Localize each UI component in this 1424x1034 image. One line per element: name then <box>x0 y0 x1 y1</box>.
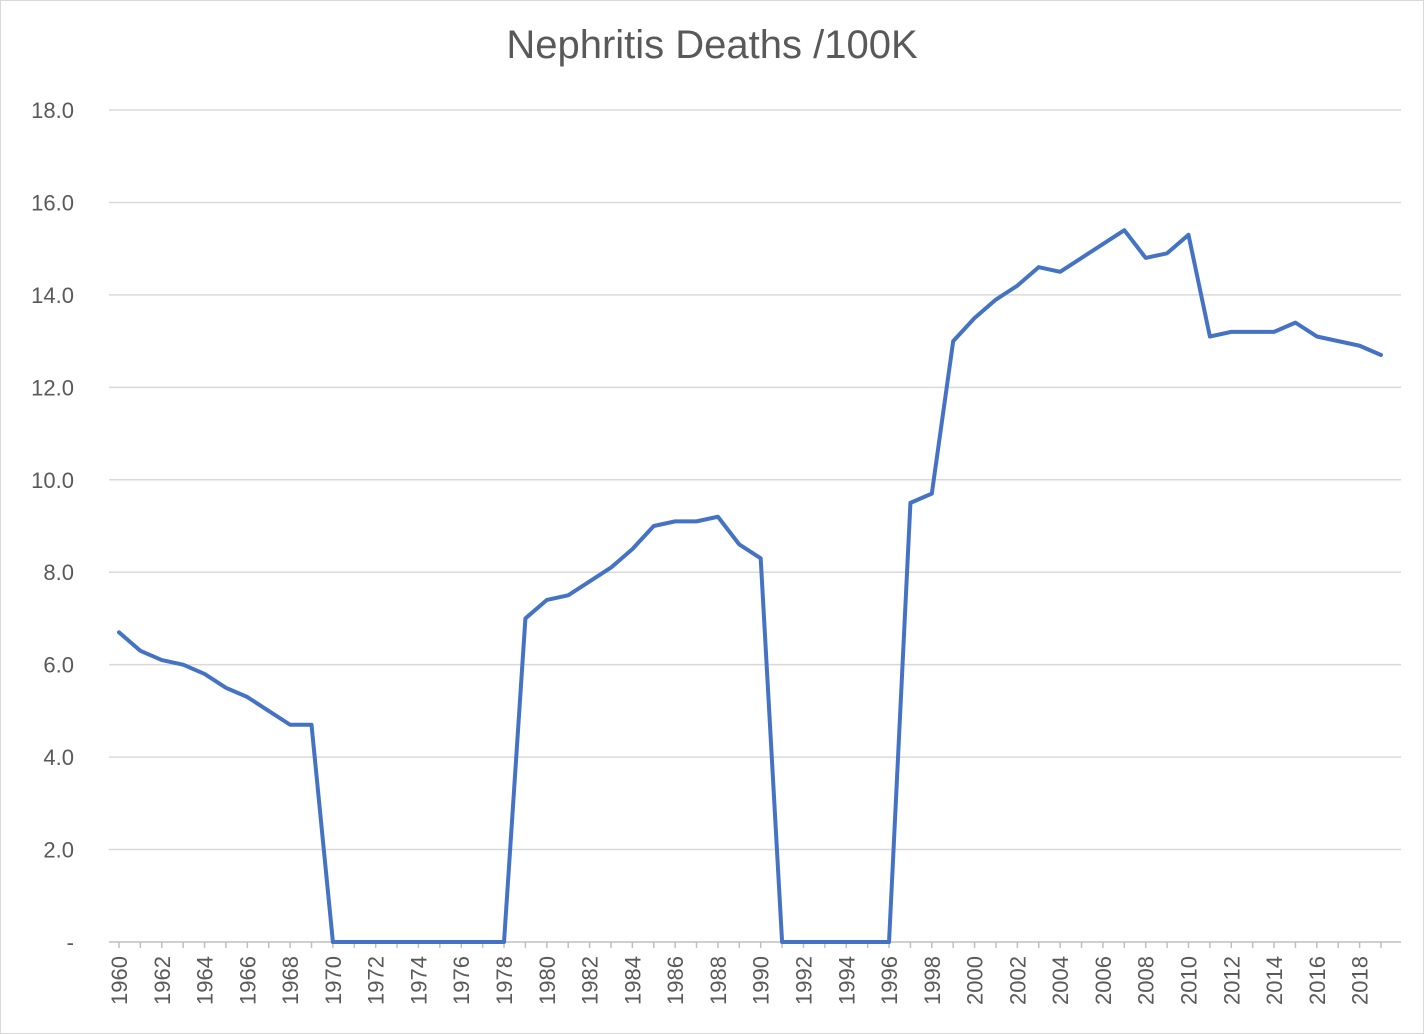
x-tick-label: 1976 <box>449 956 474 1005</box>
x-tick-label: 2012 <box>1219 956 1244 1005</box>
y-tick-label: 6.0 <box>43 653 74 678</box>
series <box>117 228 1383 944</box>
x-tick-label: 1984 <box>620 956 645 1005</box>
x-tick-label: 1980 <box>535 956 560 1005</box>
y-tick-label: 10.0 <box>31 468 74 493</box>
x-tick-label: 1996 <box>877 956 902 1005</box>
y-tick-label: 8.0 <box>43 560 74 585</box>
x-tick-label: 1998 <box>920 956 945 1005</box>
x-tick-label: 1990 <box>749 956 774 1005</box>
x-tick-label: 1966 <box>235 956 260 1005</box>
x-tick-label: 1960 <box>107 956 132 1005</box>
y-tick-label: 14.0 <box>31 283 74 308</box>
x-tick-label: 2010 <box>1176 956 1201 1005</box>
x-tick-label: 1968 <box>278 956 303 1005</box>
series-line <box>117 228 1383 944</box>
y-tick-label: 12.0 <box>31 375 74 400</box>
x-tick-label: 1964 <box>193 956 218 1005</box>
x-tick-label: 1988 <box>706 956 731 1005</box>
x-tick-label: 2014 <box>1262 956 1287 1005</box>
x-tick-label: 2008 <box>1134 956 1159 1005</box>
x-tick-label: 2000 <box>963 956 988 1005</box>
x-tick-label: 1970 <box>321 956 346 1005</box>
y-axis: - 2.0 4.0 6.0 8.0 10.0 12.0 14.0 16.0 18.0 <box>31 98 74 955</box>
y-tick-label: 2.0 <box>43 838 74 863</box>
x-tick-label: 2018 <box>1348 956 1373 1005</box>
y-tick-label: 16.0 <box>31 190 74 215</box>
x-tick-label: 1992 <box>791 956 816 1005</box>
x-tick-label: 2016 <box>1305 956 1330 1005</box>
y-tick-label: - <box>67 930 74 955</box>
x-tick-label: 1962 <box>150 956 175 1005</box>
y-tick-label: 4.0 <box>43 745 74 770</box>
x-tick-label: 1994 <box>834 956 859 1005</box>
x-axis: 1960 1962 1964 1966 1968 1970 1972 1974 1976 1978… <box>107 942 1382 1005</box>
x-tick-label: 1972 <box>364 956 389 1005</box>
gridlines <box>109 109 1401 943</box>
x-tick-label: 1986 <box>663 956 688 1005</box>
x-tick-label: 2006 <box>1091 956 1116 1005</box>
chart-title: Nephritis Deaths /100K <box>506 23 918 67</box>
x-tick-label: 2004 <box>1048 956 1073 1005</box>
x-tick-label: 1974 <box>406 956 431 1005</box>
x-tick-label: 1978 <box>492 956 517 1005</box>
x-tick-label: 1982 <box>578 956 603 1005</box>
x-tick-label: 2002 <box>1005 956 1030 1005</box>
y-tick-label: 18.0 <box>31 98 74 123</box>
